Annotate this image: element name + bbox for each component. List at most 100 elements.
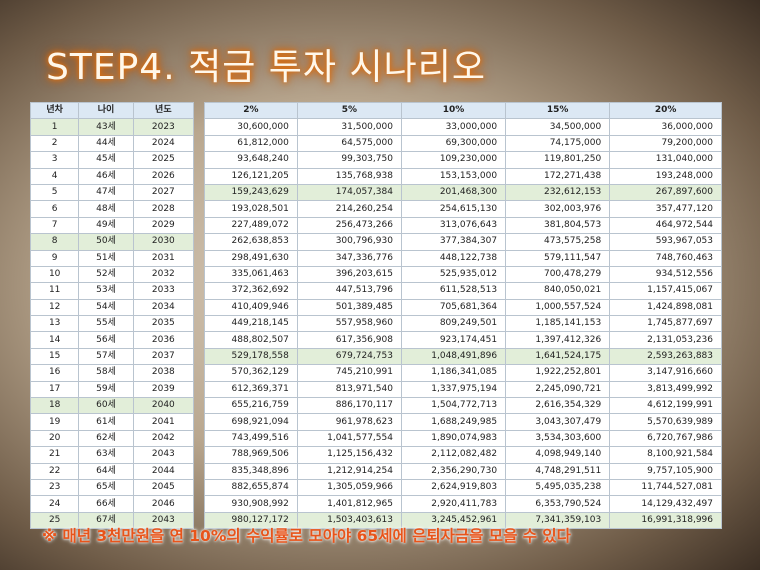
savings-scenario-table: 2% 5% 10% 15% 20% 30,600,000 31,500,000 33… [204,101,722,530]
cell-year: 2043 [132,446,195,464]
cell-rate-2: 227,489,072 [204,216,298,235]
cell-rate-2: 488,802,507 [204,331,298,349]
cell-year: 2046 [132,495,195,513]
cell-year-no: 24 [29,495,80,513]
cell-rate-5: 256,473,266 [296,216,402,235]
cell-rate-10: 1,186,341,085 [400,364,507,382]
cell-age: 60세 [78,397,134,415]
table-row: 13 55세 2035 [29,315,195,333]
table-row: 19 61세 2041 [29,413,195,431]
cell-rate-20: 2,593,263,883 [609,347,722,366]
cell-rate-10: 33,000,000 [400,118,507,136]
cell-rate-10: 153,153,000 [400,167,507,185]
cell-rate-5: 31,500,000 [296,118,402,136]
table-row: 22 64세 2044 [29,462,195,480]
cell-rate-10: 611,528,513 [400,282,507,300]
cell-age: 50세 [78,233,134,251]
cell-rate-5: 64,575,000 [296,134,402,153]
table-header-row: 년차 나이 년도 [29,101,195,120]
cell-rate-10: 923,174,451 [400,331,507,349]
cell-rate-2: 980,127,172 [204,511,298,530]
cell-rate-10: 809,249,501 [400,315,507,333]
cell-year-no: 12 [29,298,80,317]
cell-rate-15: 302,003,976 [505,200,611,218]
cell-year: 2033 [132,282,195,300]
table-row: 449,218,145 557,958,960 809,249,501 1,185,1… [204,315,722,333]
table-row: 93,648,240 99,303,750 109,230,000 119,801,2… [204,151,722,169]
cell-rate-20: 131,040,000 [609,151,722,169]
slide-title: STEP4. 적금 투자 시나리오 [46,47,486,88]
cell-rate-10: 1,337,975,194 [400,380,507,399]
cell-rate-15: 1,000,557,524 [505,298,611,317]
table-row: 24 66세 2046 [29,495,195,513]
table-row: 4 46세 2026 [29,167,195,185]
cell-rate-15: 5,495,035,238 [505,478,611,497]
cell-rate-15: 1,185,141,153 [505,315,611,333]
cell-rate-15: 119,801,250 [505,151,611,169]
cell-year: 2032 [132,265,195,284]
table-row: 11 53세 2033 [29,282,195,300]
cell-rate-2: 930,908,992 [204,495,298,513]
cell-age: 52세 [78,265,134,284]
cell-year: 2028 [132,200,195,218]
table-row: 2 44세 2024 [29,134,195,153]
cell-rate-2: 193,028,501 [204,200,298,218]
table-row: 159,243,629 174,057,384 201,468,300 232,612… [204,183,722,202]
table-row: 15 57세 2037 [29,347,195,366]
cell-rate-15: 840,050,021 [505,282,611,300]
cell-rate-2: 570,362,129 [204,364,298,382]
cell-age: 57세 [78,347,134,366]
cell-rate-20: 1,745,877,697 [609,315,722,333]
header-age: 나이 [78,101,134,120]
cell-age: 65세 [78,478,134,497]
cell-rate-15: 232,612,153 [505,183,611,202]
cell-year-no: 17 [29,380,80,399]
table-row: 882,655,874 1,305,059,966 2,624,919,803 5,4… [204,478,722,497]
cell-rate-15: 74,175,000 [505,134,611,153]
cell-rate-10: 109,230,000 [400,151,507,169]
cell-rate-15: 3,043,307,479 [505,413,611,431]
cell-rate-5: 617,356,908 [296,331,402,349]
cell-rate-5: 1,041,577,554 [296,429,402,448]
cell-year: 2029 [132,216,195,235]
table-row: 488,802,507 617,356,908 923,174,451 1,397,4… [204,331,722,349]
cell-age: 59세 [78,380,134,399]
cell-age: 66세 [78,495,134,513]
cell-rate-20: 593,967,053 [609,233,722,251]
cell-year-no: 18 [29,397,80,415]
table-row: 193,028,501 214,260,254 254,615,130 302,003… [204,200,722,218]
cell-rate-5: 1,125,156,432 [296,446,402,464]
table-row: 980,127,172 1,503,403,613 3,245,452,961 7,3… [204,511,722,530]
header-rate-10: 10% [400,101,507,120]
table-row: 17 59세 2039 [29,380,195,399]
table-row: 30,600,000 31,500,000 33,000,000 34,500,000… [204,118,722,136]
table-row: 3 45세 2025 [29,151,195,169]
cell-rate-20: 6,720,767,986 [609,429,722,448]
cell-rate-2: 410,409,946 [204,298,298,317]
cell-rate-2: 743,499,516 [204,429,298,448]
cell-rate-10: 201,468,300 [400,183,507,202]
table-row: 12 54세 2034 [29,298,195,317]
cell-rate-5: 961,978,623 [296,413,402,431]
cell-rate-2: 529,178,558 [204,347,298,366]
cell-rate-2: 612,369,371 [204,380,298,399]
cell-rate-5: 1,503,403,613 [296,511,402,530]
cell-age: 45세 [78,151,134,169]
cell-rate-5: 813,971,540 [296,380,402,399]
cell-rate-5: 745,210,991 [296,364,402,382]
table-row: 23 65세 2045 [29,478,195,497]
cell-age: 62세 [78,429,134,448]
table-row: 410,409,946 501,389,485 705,681,364 1,000,5… [204,298,722,317]
cell-rate-2: 30,600,000 [204,118,298,136]
cell-year-no: 20 [29,429,80,448]
cell-age: 56세 [78,331,134,349]
cell-year: 2039 [132,380,195,399]
cell-rate-20: 1,157,415,067 [609,282,722,300]
cell-age: 61세 [78,413,134,431]
cell-rate-20: 357,477,120 [609,200,722,218]
footer-note: ※ 매년 3천만원을 연 10%의 수익률로 모아야 65세에 은퇴자금을 모을… [42,527,571,545]
cell-rate-20: 3,813,499,992 [609,380,722,399]
cell-year-no: 21 [29,446,80,464]
cell-year: 2024 [132,134,195,153]
header-rate-2: 2% [204,101,298,120]
